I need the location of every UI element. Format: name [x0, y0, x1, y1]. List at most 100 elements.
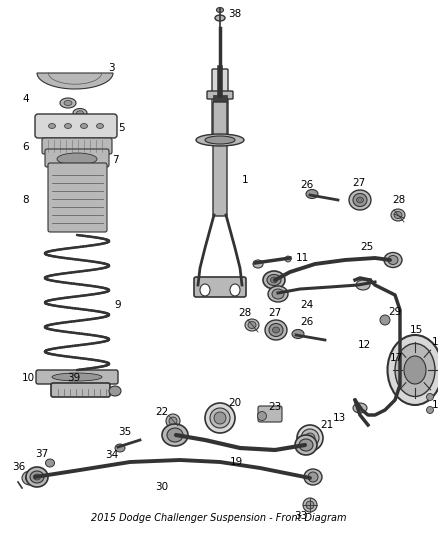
Text: 20: 20	[228, 398, 241, 408]
Ellipse shape	[384, 253, 402, 268]
Ellipse shape	[109, 386, 121, 396]
Text: 9: 9	[114, 300, 120, 310]
Text: 16: 16	[432, 400, 438, 410]
Ellipse shape	[25, 474, 35, 482]
Text: 18: 18	[432, 337, 438, 347]
Ellipse shape	[303, 498, 317, 512]
Ellipse shape	[196, 134, 244, 146]
Ellipse shape	[267, 274, 281, 286]
Text: 3: 3	[108, 63, 115, 73]
Ellipse shape	[214, 412, 226, 424]
FancyBboxPatch shape	[213, 95, 227, 103]
Ellipse shape	[230, 284, 240, 296]
FancyBboxPatch shape	[45, 149, 109, 167]
Text: 21: 21	[320, 420, 333, 430]
Ellipse shape	[427, 393, 434, 400]
Ellipse shape	[353, 403, 367, 413]
Ellipse shape	[263, 271, 285, 289]
FancyBboxPatch shape	[212, 69, 228, 141]
FancyBboxPatch shape	[48, 163, 107, 232]
Ellipse shape	[210, 408, 230, 428]
Text: 25: 25	[360, 242, 373, 252]
Ellipse shape	[248, 321, 256, 328]
Text: 28: 28	[392, 195, 405, 205]
Ellipse shape	[391, 209, 405, 221]
Text: 27: 27	[268, 308, 281, 318]
Ellipse shape	[216, 7, 223, 12]
Ellipse shape	[253, 260, 263, 268]
FancyBboxPatch shape	[42, 138, 112, 154]
Ellipse shape	[380, 315, 390, 325]
Ellipse shape	[57, 153, 97, 165]
Ellipse shape	[306, 190, 318, 198]
Ellipse shape	[167, 428, 183, 442]
Text: 33: 33	[294, 511, 307, 521]
Text: 17: 17	[390, 353, 403, 363]
Ellipse shape	[49, 124, 56, 128]
Ellipse shape	[205, 136, 235, 144]
FancyBboxPatch shape	[207, 91, 233, 99]
Ellipse shape	[81, 124, 88, 128]
Ellipse shape	[353, 193, 367, 206]
Ellipse shape	[205, 403, 235, 433]
Ellipse shape	[73, 109, 87, 117]
Ellipse shape	[77, 111, 84, 115]
Text: 39: 39	[67, 373, 80, 383]
Ellipse shape	[304, 469, 322, 485]
Ellipse shape	[258, 411, 266, 421]
Text: 2015 Dodge Challenger Suspension - Front Diagram: 2015 Dodge Challenger Suspension - Front…	[91, 513, 347, 523]
Ellipse shape	[52, 373, 102, 381]
Ellipse shape	[215, 15, 225, 21]
FancyBboxPatch shape	[258, 406, 282, 422]
FancyBboxPatch shape	[36, 370, 118, 384]
Text: 8: 8	[22, 195, 28, 205]
Ellipse shape	[305, 433, 315, 443]
Ellipse shape	[64, 101, 72, 106]
Ellipse shape	[301, 429, 319, 447]
Ellipse shape	[308, 472, 318, 482]
Text: 23: 23	[268, 402, 281, 412]
Text: 35: 35	[118, 427, 131, 437]
Text: 37: 37	[35, 449, 48, 459]
Text: 29: 29	[388, 307, 401, 317]
Ellipse shape	[265, 320, 287, 340]
Text: 30: 30	[155, 482, 168, 492]
Ellipse shape	[299, 439, 313, 451]
Ellipse shape	[295, 435, 317, 455]
Text: 6: 6	[22, 142, 28, 152]
Text: 24: 24	[300, 300, 313, 310]
Text: 7: 7	[112, 155, 119, 165]
FancyBboxPatch shape	[35, 114, 117, 138]
Ellipse shape	[245, 319, 259, 331]
Ellipse shape	[388, 255, 398, 264]
Ellipse shape	[306, 501, 314, 509]
Ellipse shape	[272, 327, 279, 333]
Ellipse shape	[33, 474, 40, 480]
Text: 5: 5	[118, 123, 125, 133]
Ellipse shape	[349, 190, 371, 210]
Text: 13: 13	[333, 413, 346, 423]
Text: 4: 4	[22, 94, 28, 104]
FancyBboxPatch shape	[213, 102, 227, 216]
Text: 15: 15	[410, 325, 423, 335]
Text: 1: 1	[242, 175, 249, 185]
Ellipse shape	[271, 277, 278, 283]
Ellipse shape	[22, 471, 38, 485]
Ellipse shape	[356, 280, 370, 290]
Text: 12: 12	[358, 340, 371, 350]
Ellipse shape	[60, 98, 76, 108]
Text: 36: 36	[12, 462, 25, 472]
Ellipse shape	[115, 444, 125, 452]
Ellipse shape	[388, 335, 438, 405]
Text: 34: 34	[105, 450, 118, 460]
Ellipse shape	[166, 414, 180, 428]
Text: 11: 11	[296, 253, 309, 263]
Ellipse shape	[404, 356, 426, 384]
Ellipse shape	[269, 324, 283, 336]
Text: 28: 28	[238, 308, 251, 318]
Ellipse shape	[268, 286, 288, 302]
Ellipse shape	[292, 329, 304, 338]
Ellipse shape	[285, 256, 291, 262]
Text: 38: 38	[228, 9, 241, 19]
Ellipse shape	[427, 407, 434, 414]
